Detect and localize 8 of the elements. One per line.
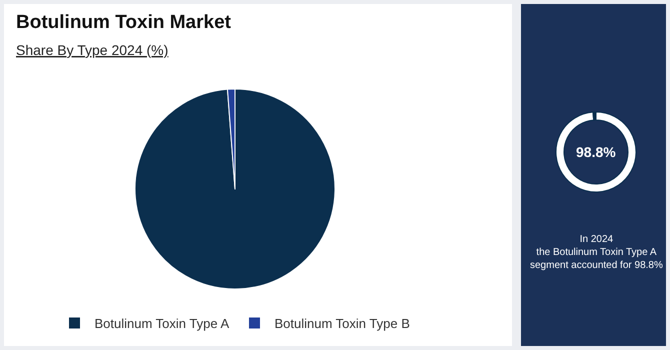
chart-title: Botulinum Toxin Market — [16, 12, 232, 33]
chart-subtitle: Share By Type 2024 (%) — [16, 42, 168, 58]
donut-slice — [556, 112, 636, 192]
text: 98.8% — [576, 144, 616, 160]
legend-label: Botulinum Toxin Type A — [94, 316, 230, 332]
pie-slice — [134, 88, 336, 290]
text: In 2024 the Botulinum Toxin Type A segment accounted for 98.8% — [530, 234, 663, 271]
legend-label: Botulinum Toxin Type B — [274, 316, 410, 332]
